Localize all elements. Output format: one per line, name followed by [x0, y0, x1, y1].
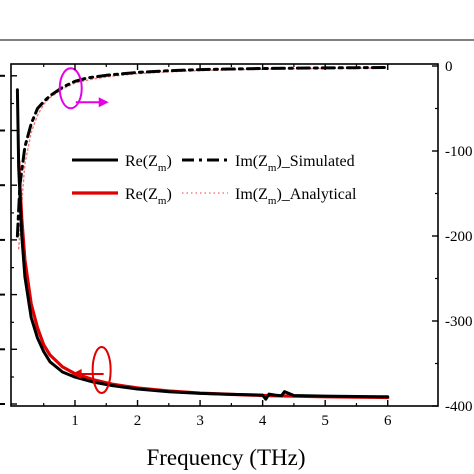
series-line-1 [15, 66, 390, 238]
y-right-tick-label: -400 [445, 399, 473, 415]
plot-area: Re(Zm) Im(Zm)_Simulated Re(Zm) Im(Zm)_Analy… [0, 59, 473, 429]
legend-label-1: Im(Zm)_Simulated [235, 153, 355, 174]
legend: Re(Zm) Im(Zm)_Simulated Re(Zm) Im(Zm)_Analy… [72, 153, 357, 207]
y-right-tick-label: 0 [445, 59, 453, 75]
annotation-layer [58, 67, 112, 394]
right-axis-arrowhead [98, 97, 109, 108]
x-tick-label: 4 [259, 413, 267, 429]
x-tick-label: 6 [384, 413, 392, 429]
legend-label-0: Re(Zm) [125, 153, 172, 174]
y-right-tick-label: -300 [445, 314, 473, 330]
x-axis: 1 2 3 4 5 6 [43, 64, 392, 429]
left-axis-arrowhead [71, 369, 82, 379]
x-axis-title: Frequency (THz) [146, 445, 305, 470]
series-line-2 [17, 159, 390, 400]
y-right-tick-label: -100 [445, 144, 473, 160]
x-tick-label: 5 [321, 413, 329, 429]
left-axis-indicator-ellipse [91, 346, 112, 394]
x-tick-label: 3 [196, 413, 204, 429]
legend-label-3: Im(Zm)_Analytical [235, 186, 357, 207]
plot-frame [10, 63, 439, 407]
series-layer [15, 66, 390, 401]
x-tick-label: 2 [134, 413, 142, 429]
y-right-tick-label: -200 [445, 229, 473, 245]
y-axis-left [0, 74, 17, 405]
right-axis-indicator-ellipse [58, 67, 83, 110]
y-axis-right: 0 -100 -200 -300 -400 [432, 59, 473, 415]
x-tick-label: 1 [71, 413, 79, 429]
series-line-0 [15, 88, 390, 401]
legend-label-2: Re(Zm) [125, 186, 172, 207]
